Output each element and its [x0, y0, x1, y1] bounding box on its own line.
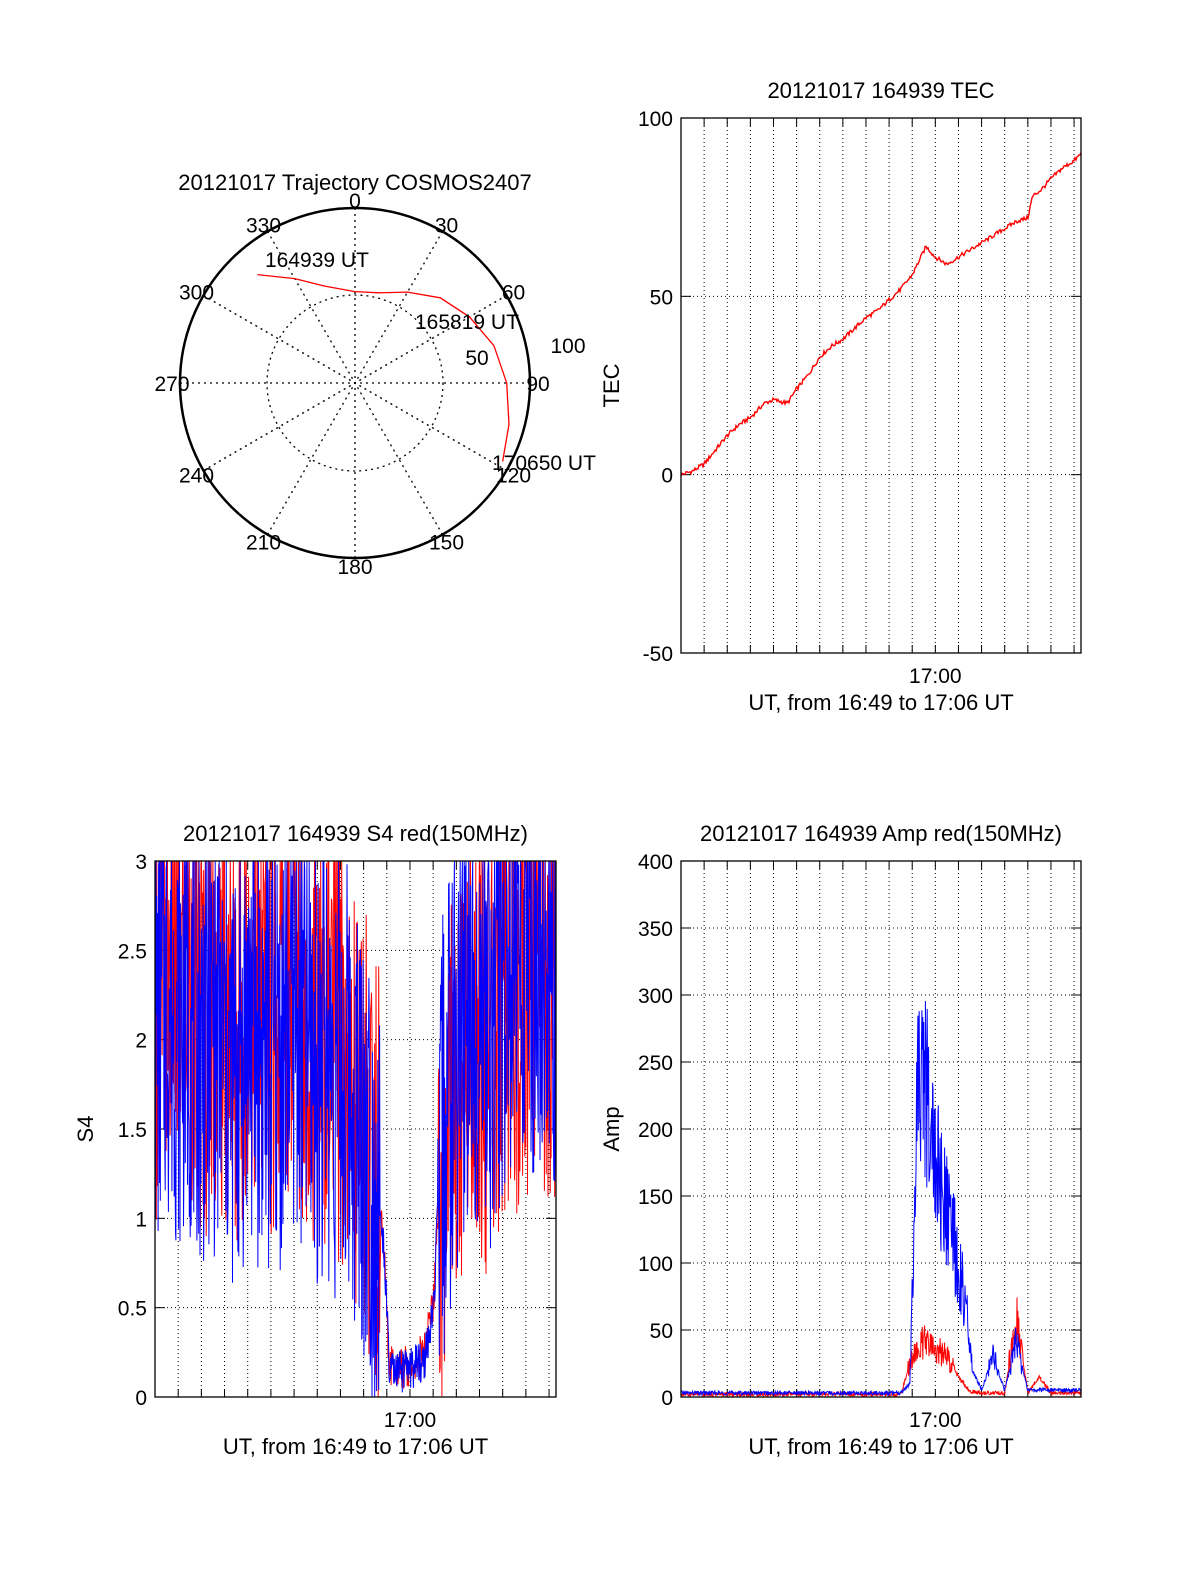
y-tick-label: 100 — [638, 1253, 673, 1276]
series-line — [680, 152, 1082, 477]
y-tick-label: 3 — [135, 851, 147, 874]
azimuth-label: 180 — [337, 556, 372, 579]
azimuth-label: 240 — [179, 465, 214, 488]
y-tick-label: 250 — [638, 1052, 673, 1075]
plot-frame — [680, 860, 1082, 1398]
radial-label-50: 50 — [465, 347, 488, 370]
x-tick-label: 17:00 — [384, 1409, 437, 1432]
azimuth-label: 120 — [496, 465, 531, 488]
y-tick-label: 0 — [661, 1387, 673, 1410]
y-tick-label: -50 — [643, 643, 673, 666]
trajectory-line — [257, 273, 510, 462]
chart-title: 20121017 164939 TEC — [767, 78, 994, 103]
y-tick-label: 2 — [135, 1030, 147, 1053]
polar-azimuth-labels: 0 30 60 90 120 150 180 210 240 270 300 330 — [154, 190, 549, 579]
y-tick-label: 2.5 — [118, 940, 147, 963]
polar-outer-circle — [178, 206, 532, 560]
polar-grid — [180, 208, 530, 558]
annotation-end-time: 170650 UT — [492, 452, 596, 475]
y-tick-label: 50 — [650, 1320, 673, 1343]
x-tick-label: 17:00 — [909, 665, 962, 688]
azimuth-label: 330 — [246, 215, 281, 238]
chart-title: 20121017 164939 Amp red(150MHz) — [700, 821, 1062, 846]
y-axis-label: S4 — [73, 1116, 98, 1143]
y-tick-label: 150 — [638, 1186, 673, 1209]
trajectory-panel: 20121017 Trajectory COSMOS2407 0 30 60 90 12… — [154, 170, 596, 579]
trajectory-title: 20121017 Trajectory COSMOS2407 — [178, 170, 531, 195]
y-tick-label: 50 — [650, 286, 673, 309]
azimuth-label: 90 — [526, 373, 549, 396]
y-tick-label: 300 — [638, 985, 673, 1008]
plot-frame — [154, 860, 557, 1398]
azimuth-label: 150 — [429, 532, 464, 555]
azimuth-label: 30 — [435, 215, 458, 238]
y-tick-label: 200 — [638, 1119, 673, 1142]
series-line — [154, 860, 557, 1398]
y-tick-label: 400 — [638, 851, 673, 874]
y-tick-label: 1.5 — [118, 1119, 147, 1142]
azimuth-label: 210 — [246, 532, 281, 555]
series-line — [680, 1000, 1082, 1397]
y-tick-label: 100 — [638, 108, 673, 131]
polar-ring-50 — [266, 294, 444, 472]
x-axis-label: UT, from 16:49 to 17:06 UT — [748, 690, 1013, 715]
y-tick-label: 0 — [661, 465, 673, 488]
radial-label-100: 100 — [550, 335, 585, 358]
y-axis-label: TEC — [599, 363, 624, 407]
y-tick-label: 1 — [135, 1208, 147, 1231]
polar-spoke — [266, 231, 444, 535]
y-tick-label: 0 — [135, 1387, 147, 1410]
chart-title: 20121017 164939 S4 red(150MHz) — [183, 821, 528, 846]
azimuth-label: 300 — [179, 282, 214, 305]
azimuth-label: 0 — [349, 190, 361, 213]
plot-frame — [680, 117, 1082, 654]
y-axis-label: Amp — [599, 1106, 624, 1151]
y-tick-label: 350 — [638, 918, 673, 941]
azimuth-label: 270 — [154, 373, 189, 396]
x-axis-label: UT, from 16:49 to 17:06 UT — [748, 1434, 1013, 1459]
azimuth-label: 60 — [502, 282, 525, 305]
y-tick-label: 0.5 — [118, 1298, 147, 1321]
annotation-start-time: 164939 UT — [265, 249, 369, 272]
x-tick-label: 17:00 — [909, 1409, 962, 1432]
annotation-mid-time: 165819 UT — [415, 311, 519, 334]
x-axis-label: UT, from 16:49 to 17:06 UT — [223, 1434, 488, 1459]
